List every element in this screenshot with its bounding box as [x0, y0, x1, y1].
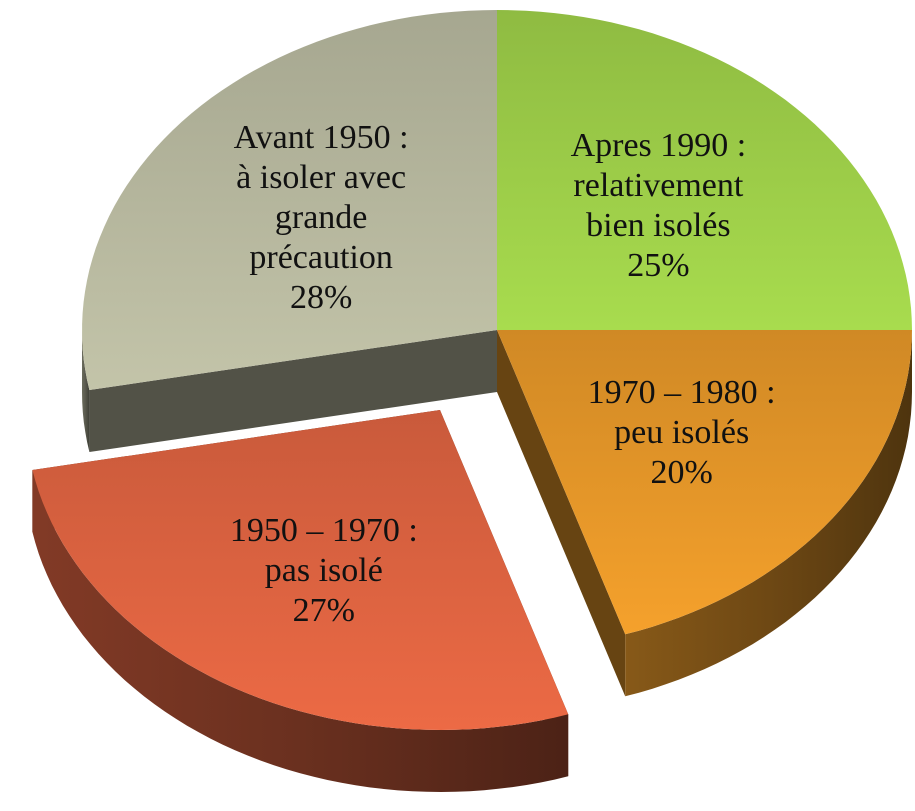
- category-label: Avant 1950 : à isoler avec grande précau…: [233, 118, 409, 276]
- slice-side: [89, 330, 498, 452]
- value-label: 25%: [627, 246, 690, 284]
- value-label: 27%: [292, 592, 355, 630]
- slice: [497, 330, 912, 635]
- slice-label: Apres 1990 : relativement bien isolés 25%: [571, 126, 747, 286]
- slice: [32, 410, 569, 730]
- slice: [497, 10, 912, 330]
- value-label: 20%: [650, 454, 713, 492]
- slice-label: 1950 – 1970 : pas isolé 27%: [230, 511, 418, 631]
- category-label: Apres 1990 : relativement bien isolés: [570, 126, 747, 244]
- value-label: 28%: [289, 278, 353, 316]
- slice-wall: [32, 470, 569, 792]
- slice-wall: [82, 330, 90, 452]
- category-label: 1950 – 1970 : pas isolé: [229, 512, 418, 590]
- slice-side: [497, 330, 626, 697]
- slice-label: 1970 – 1980 : peu isolés 20%: [588, 373, 776, 493]
- slice-label: Avant 1950 : à isoler avec grande précau…: [234, 118, 409, 318]
- slice-wall: [625, 330, 912, 697]
- category-label: 1970 – 1980 : peu isolés: [587, 374, 776, 452]
- slice: [82, 10, 497, 390]
